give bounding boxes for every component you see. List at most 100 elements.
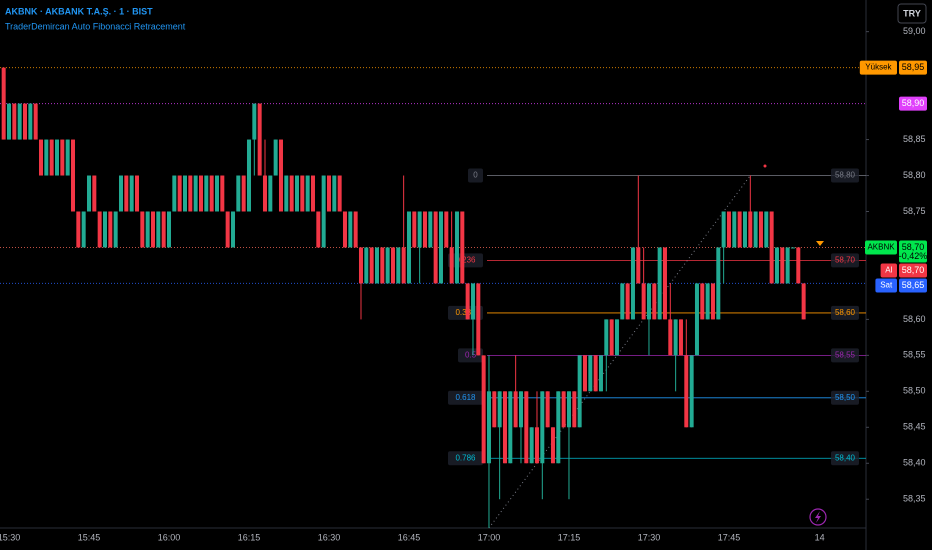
candle-body [492, 391, 497, 428]
candle-body [540, 391, 545, 464]
candle-body [70, 139, 75, 212]
candle-body [796, 247, 801, 284]
y-tick-label: 58,35 [903, 494, 926, 504]
candle-body [113, 211, 118, 248]
candle-body [289, 175, 294, 212]
candle-body [124, 175, 129, 212]
candle-body [241, 175, 246, 212]
candle-body [129, 175, 134, 212]
candle-body [412, 211, 417, 248]
candle-body [369, 247, 374, 284]
candle-body [225, 211, 230, 248]
price-badge [899, 96, 927, 111]
candle-body [198, 175, 203, 212]
fib-price-box [831, 305, 859, 320]
candle-body [545, 391, 550, 428]
x-tick-label: 17:45 [718, 532, 741, 542]
price-name-box [859, 60, 897, 75]
candle-body [380, 247, 385, 284]
candle-body [417, 211, 422, 248]
candle-body [774, 247, 779, 284]
candle-body [38, 139, 43, 176]
candle-body [92, 175, 97, 212]
candle-body [433, 211, 438, 284]
candle-body [246, 139, 251, 212]
candle-body [444, 211, 449, 248]
candle-body [188, 175, 193, 212]
candle-body [305, 175, 310, 212]
candle-body [326, 175, 331, 212]
indicator-title: TraderDemircan Auto Fibonacci Retracemen… [5, 21, 186, 31]
y-tick-label: 58,45 [903, 422, 926, 432]
candle-body [44, 139, 49, 176]
fib-ratio-label: 0 [473, 171, 478, 180]
price-badge-label: 58,95 [902, 62, 925, 72]
fib-price-label: 58,55 [835, 350, 856, 359]
candle-body [449, 247, 454, 284]
candle-body [614, 319, 619, 356]
candle-body [641, 283, 646, 320]
currency-label[interactable]: TRY [903, 8, 921, 18]
candle-body [737, 211, 742, 248]
candle-body [742, 211, 747, 248]
candle-body [625, 283, 630, 320]
candle-body [678, 319, 683, 356]
price-name-box [880, 263, 897, 278]
candle-body [252, 103, 257, 140]
y-tick-label: 58,80 [903, 170, 926, 180]
fib-price-box [831, 253, 859, 268]
candle-body [17, 103, 22, 140]
price-name-label: Al [885, 266, 892, 275]
candle-body [348, 211, 353, 248]
price-badge [899, 263, 927, 278]
candle-body [753, 211, 758, 248]
candle-body [140, 211, 145, 248]
y-tick-label: 58,60 [903, 314, 926, 324]
candle-body [353, 211, 358, 248]
x-tick-label: 17:00 [478, 532, 501, 542]
alert-icon[interactable] [809, 508, 827, 526]
candle-body [390, 247, 395, 284]
candle-body [582, 355, 587, 392]
candle-body [694, 283, 699, 356]
x-tick-label: 17:30 [638, 532, 661, 542]
candle-body [396, 247, 401, 284]
price-name-label: Sat [880, 281, 893, 290]
currency-button[interactable] [897, 3, 927, 24]
candle-body [177, 175, 182, 212]
y-tick-label: 58,75 [903, 206, 926, 216]
fib-ratio-label: 0.236 [455, 256, 476, 265]
candle-body [385, 247, 390, 284]
candle-body [300, 175, 305, 212]
candle-body [358, 247, 363, 284]
fib-price-box [831, 451, 859, 466]
candle-body [236, 175, 241, 212]
fib-price-label: 58,70 [835, 256, 856, 265]
candle-body [214, 175, 219, 212]
candle-body [566, 391, 571, 428]
x-tick-label: 16:30 [318, 532, 341, 542]
fib-price-label: 58,80 [835, 171, 856, 180]
candle-body [150, 211, 155, 248]
price-name-label: AKBNK [867, 243, 895, 252]
candle-body [166, 211, 171, 248]
candle-body [193, 175, 198, 212]
candle-body [518, 391, 523, 428]
candle-body [204, 175, 209, 212]
candle-body [54, 139, 59, 176]
candle-body [620, 283, 625, 320]
candle-body [262, 175, 267, 212]
price-badge [899, 240, 927, 263]
candle-body [428, 211, 433, 248]
fib-ratio-label: 0.786 [455, 453, 476, 462]
candle-body [673, 319, 678, 356]
candle-body [732, 211, 737, 248]
candle-body [86, 175, 91, 212]
candle-body [529, 427, 534, 464]
candle-body [726, 211, 731, 248]
candle-body [572, 391, 577, 428]
candle-body [780, 247, 785, 284]
price-badge [899, 60, 927, 75]
candle-body [145, 211, 150, 248]
